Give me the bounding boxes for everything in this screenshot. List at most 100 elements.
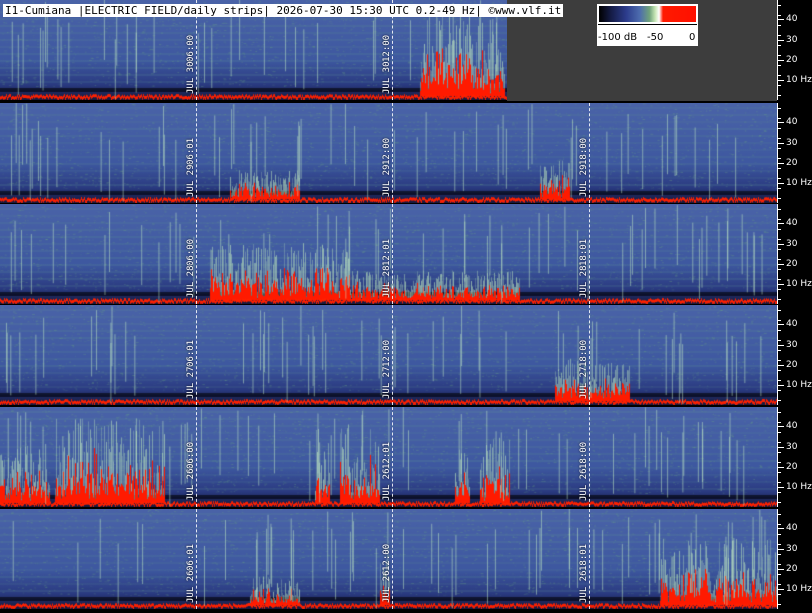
legend-max-label: 0 <box>689 32 696 43</box>
time-label: 12:01 <box>382 238 392 266</box>
scale-minor-tick <box>778 452 781 453</box>
time-marker-line <box>196 407 197 507</box>
scale-tick <box>778 223 784 224</box>
scale-minor-tick <box>778 75 781 76</box>
scale-label: 40 <box>786 319 798 329</box>
scale-minor-tick <box>778 229 781 230</box>
scale-minor-tick <box>778 544 781 545</box>
scale-tick <box>778 264 784 265</box>
scale-minor-tick <box>778 310 781 311</box>
day-strip: 06:00 JUL 26 12:01 JUL 26 18:00 JUL 26 40 30 20 1… <box>0 407 812 507</box>
scale-minor-tick <box>778 35 781 36</box>
time-marker-line <box>392 407 393 507</box>
scale-minor-tick <box>778 5 781 6</box>
scale-tick <box>778 244 784 245</box>
scale-label: 30 <box>786 340 798 350</box>
frequency-scale: 40 30 20 10 Hz <box>777 204 812 304</box>
scale-tick <box>778 122 784 123</box>
color-legend-ticks <box>598 24 697 31</box>
time-marker-line <box>589 509 590 609</box>
time-label: 12:00 <box>382 137 392 165</box>
time-label: 18:00 <box>579 441 589 469</box>
time-label: 06:00 <box>186 238 196 266</box>
scale-label: 10 Hz <box>786 178 812 188</box>
scale-label: 20 <box>786 360 798 370</box>
day-label: JUL 26 <box>579 468 589 501</box>
scale-minor-tick <box>778 188 781 189</box>
scale-minor-tick <box>778 442 781 443</box>
day-strip: 06:01 JUL 29 12:00 JUL 29 18:00 JUL 29 40 30 20 1… <box>0 103 812 203</box>
scale-label: 30 <box>786 35 798 45</box>
time-label: 18:01 <box>579 543 589 571</box>
scale-minor-tick <box>778 432 781 433</box>
scale-tick <box>778 163 784 164</box>
header-title: I1-Cumiana |ELECTRIC FIELD/daily strips|… <box>3 4 564 17</box>
scale-tick <box>778 60 784 61</box>
scale-minor-tick <box>778 330 781 331</box>
scale-minor-tick <box>778 422 781 423</box>
scale-minor-tick <box>778 594 781 595</box>
scale-minor-tick <box>778 472 781 473</box>
scale-tick <box>778 284 784 285</box>
time-marker-line <box>589 305 590 405</box>
scale-minor-tick <box>778 400 781 401</box>
color-legend: -100 dB -50 0 <box>597 4 698 46</box>
scale-minor-tick <box>778 158 781 159</box>
scale-minor-tick <box>778 412 781 413</box>
spectrogram-canvas <box>0 407 777 507</box>
day-label: JUL 28 <box>186 265 196 298</box>
scale-label: 20 <box>786 462 798 472</box>
time-marker-line <box>392 204 393 304</box>
scale-tick <box>778 345 784 346</box>
scale-minor-tick <box>778 524 781 525</box>
time-label: 12:01 <box>382 441 392 469</box>
scale-minor-tick <box>778 574 781 575</box>
scale-tick <box>778 80 784 81</box>
color-legend-bar <box>599 6 696 22</box>
scale-tick <box>778 183 784 184</box>
scale-label: 20 <box>786 259 798 269</box>
time-label: 06:00 <box>186 441 196 469</box>
day-label: JUL 30 <box>382 61 392 94</box>
scale-minor-tick <box>778 289 781 290</box>
scale-minor-tick <box>778 279 781 280</box>
scale-label: 10 Hz <box>786 584 812 594</box>
day-label: JUL 28 <box>579 265 589 298</box>
scale-minor-tick <box>778 390 781 391</box>
scale-minor-tick <box>778 259 781 260</box>
legend-min-label: -100 dB <box>598 32 638 43</box>
scale-minor-tick <box>778 462 781 463</box>
scale-label: 30 <box>786 239 798 249</box>
scale-label: 10 Hz <box>786 482 812 492</box>
frequency-scale: 40 30 20 10 Hz <box>777 0 812 100</box>
scale-label: 30 <box>786 138 798 148</box>
time-marker-line <box>589 407 590 507</box>
scale-minor-tick <box>778 118 781 119</box>
day-label: JUL 28 <box>382 265 392 298</box>
day-label: JUL 27 <box>382 366 392 399</box>
time-marker-line <box>196 204 197 304</box>
scale-minor-tick <box>778 502 781 503</box>
day-strip: 06:00 JUL 28 12:01 JUL 28 18:01 JUL 28 40 30 20 1… <box>0 204 812 304</box>
scale-minor-tick <box>778 25 781 26</box>
scale-minor-tick <box>778 249 781 250</box>
time-marker-line <box>392 103 393 203</box>
time-label: 18:01 <box>579 238 589 266</box>
scale-minor-tick <box>778 269 781 270</box>
day-label: JUL 27 <box>579 366 589 399</box>
scale-label: 10 Hz <box>786 380 812 390</box>
day-label: JUL 26 <box>382 570 392 603</box>
scale-minor-tick <box>778 108 781 109</box>
time-label: 06:01 <box>186 137 196 165</box>
scale-minor-tick <box>778 198 781 199</box>
scale-tick <box>778 324 784 325</box>
scale-label: 30 <box>786 442 798 452</box>
scale-minor-tick <box>778 514 781 515</box>
spectrogram-canvas <box>0 509 777 609</box>
day-label: JUL 30 <box>186 61 196 94</box>
day-label: JUL 29 <box>579 164 589 197</box>
spectrogram-canvas <box>0 305 777 405</box>
scale-label: 40 <box>786 523 798 533</box>
scale-minor-tick <box>778 564 781 565</box>
scale-label: 20 <box>786 564 798 574</box>
